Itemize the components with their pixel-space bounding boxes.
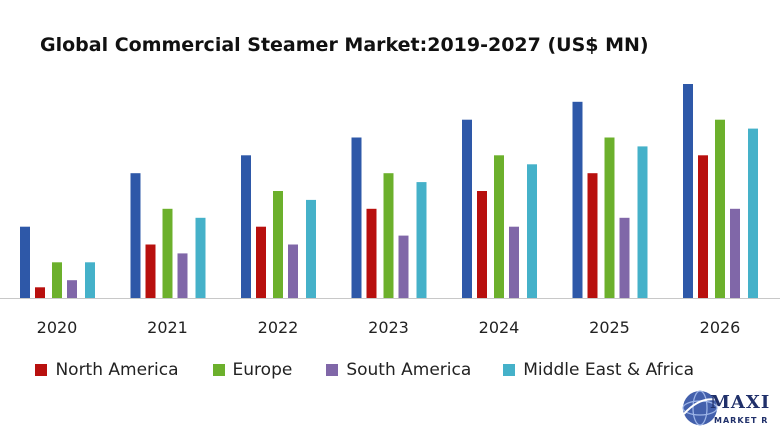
bar-north-america-2026	[698, 155, 708, 298]
x-tick-label: 2021	[147, 318, 188, 337]
legend-swatch-north-america	[35, 364, 48, 376]
bar-europe-2022	[273, 191, 283, 298]
bar-europe-2021	[162, 208, 173, 298]
bar-north-america-2024	[477, 191, 487, 298]
bar-europe-2026	[715, 119, 725, 298]
legend-item-south-america: South America	[326, 360, 471, 380]
legend-swatch-middle-east-africa	[503, 364, 516, 376]
bar-middle-east-and-africa-2022	[306, 199, 316, 298]
legend-item-north-america: North America	[35, 360, 179, 380]
bar-north-america-2023	[366, 208, 377, 298]
maximize-logo-watermark: MAXI MARKET R	[676, 378, 780, 440]
legend-label-europe: Europe	[232, 360, 293, 380]
bar-north-america-2022	[256, 226, 266, 298]
bar-south-america-2026	[730, 208, 740, 298]
bar-south-america-2020	[67, 280, 77, 298]
bar-south-america-2024	[509, 226, 519, 298]
legend-swatch-europe	[212, 364, 225, 376]
chart-title: Global Commercial Steamer Market:2019-20…	[40, 34, 649, 56]
legend-item-europe: Europe	[212, 360, 293, 380]
bar-middle-east-and-africa-2024	[527, 164, 537, 299]
watermark-sub: MARKET R	[714, 416, 769, 425]
bar-europe-2020	[52, 262, 62, 298]
x-tick-label: 2026	[700, 318, 741, 337]
x-tick-labels: 2020 2021 2022 2023 2024 2025 2026	[37, 318, 741, 337]
x-tick-label: 2023	[368, 318, 409, 337]
bar-asia-pacific-2026	[683, 84, 693, 298]
bar-asia-pacific-2021	[130, 173, 141, 298]
x-tick-label: 2022	[258, 318, 299, 337]
bar-asia-pacific-2024	[462, 119, 472, 298]
legend-item-middle-east-africa: Middle East & Africa	[503, 360, 694, 380]
bar-asia-pacific-2025	[572, 101, 583, 298]
x-tick-label: 2024	[479, 318, 520, 337]
bar-south-america-2025	[619, 217, 630, 299]
bar-europe-2024	[494, 155, 504, 298]
x-tick-label: 2025	[589, 318, 630, 337]
bar-middle-east-and-africa-2023	[416, 182, 427, 298]
bar-north-america-2021	[145, 244, 156, 298]
bar-south-america-2023	[398, 235, 409, 298]
bar-asia-pacific-2022	[241, 155, 251, 298]
bar-europe-2025	[604, 137, 615, 298]
bar-north-america-2020	[35, 287, 45, 298]
bar-middle-east-and-africa-2021	[195, 217, 206, 299]
x-tick-label: 2020	[37, 318, 78, 337]
bar-north-america-2025	[587, 173, 598, 298]
globe-logo-icon	[682, 390, 719, 426]
legend-swatch-south-america	[326, 364, 339, 376]
bar-asia-pacific-2023	[351, 137, 362, 298]
watermark-brand: MAXI	[710, 392, 771, 413]
bar-chart-plot: 2020 2021 2022 2023 2024 2025 2026	[0, 84, 780, 337]
legend-label-south-america: South America	[346, 360, 472, 380]
bar-south-america-2021	[177, 253, 188, 298]
bar-asia-pacific-2020	[20, 226, 30, 298]
bar-middle-east-and-africa-2020	[85, 262, 95, 298]
bar-south-america-2022	[288, 244, 298, 298]
bar-europe-2023	[383, 173, 394, 298]
bar-middle-east-and-africa-2026	[748, 128, 758, 298]
legend: tific North America Europe South America…	[0, 358, 694, 382]
legend-label-middle-east-africa: Middle East & Africa	[523, 360, 695, 380]
bar-group	[20, 84, 758, 299]
legend-label-north-america: North America	[55, 360, 179, 380]
bar-middle-east-and-africa-2025	[637, 146, 648, 298]
